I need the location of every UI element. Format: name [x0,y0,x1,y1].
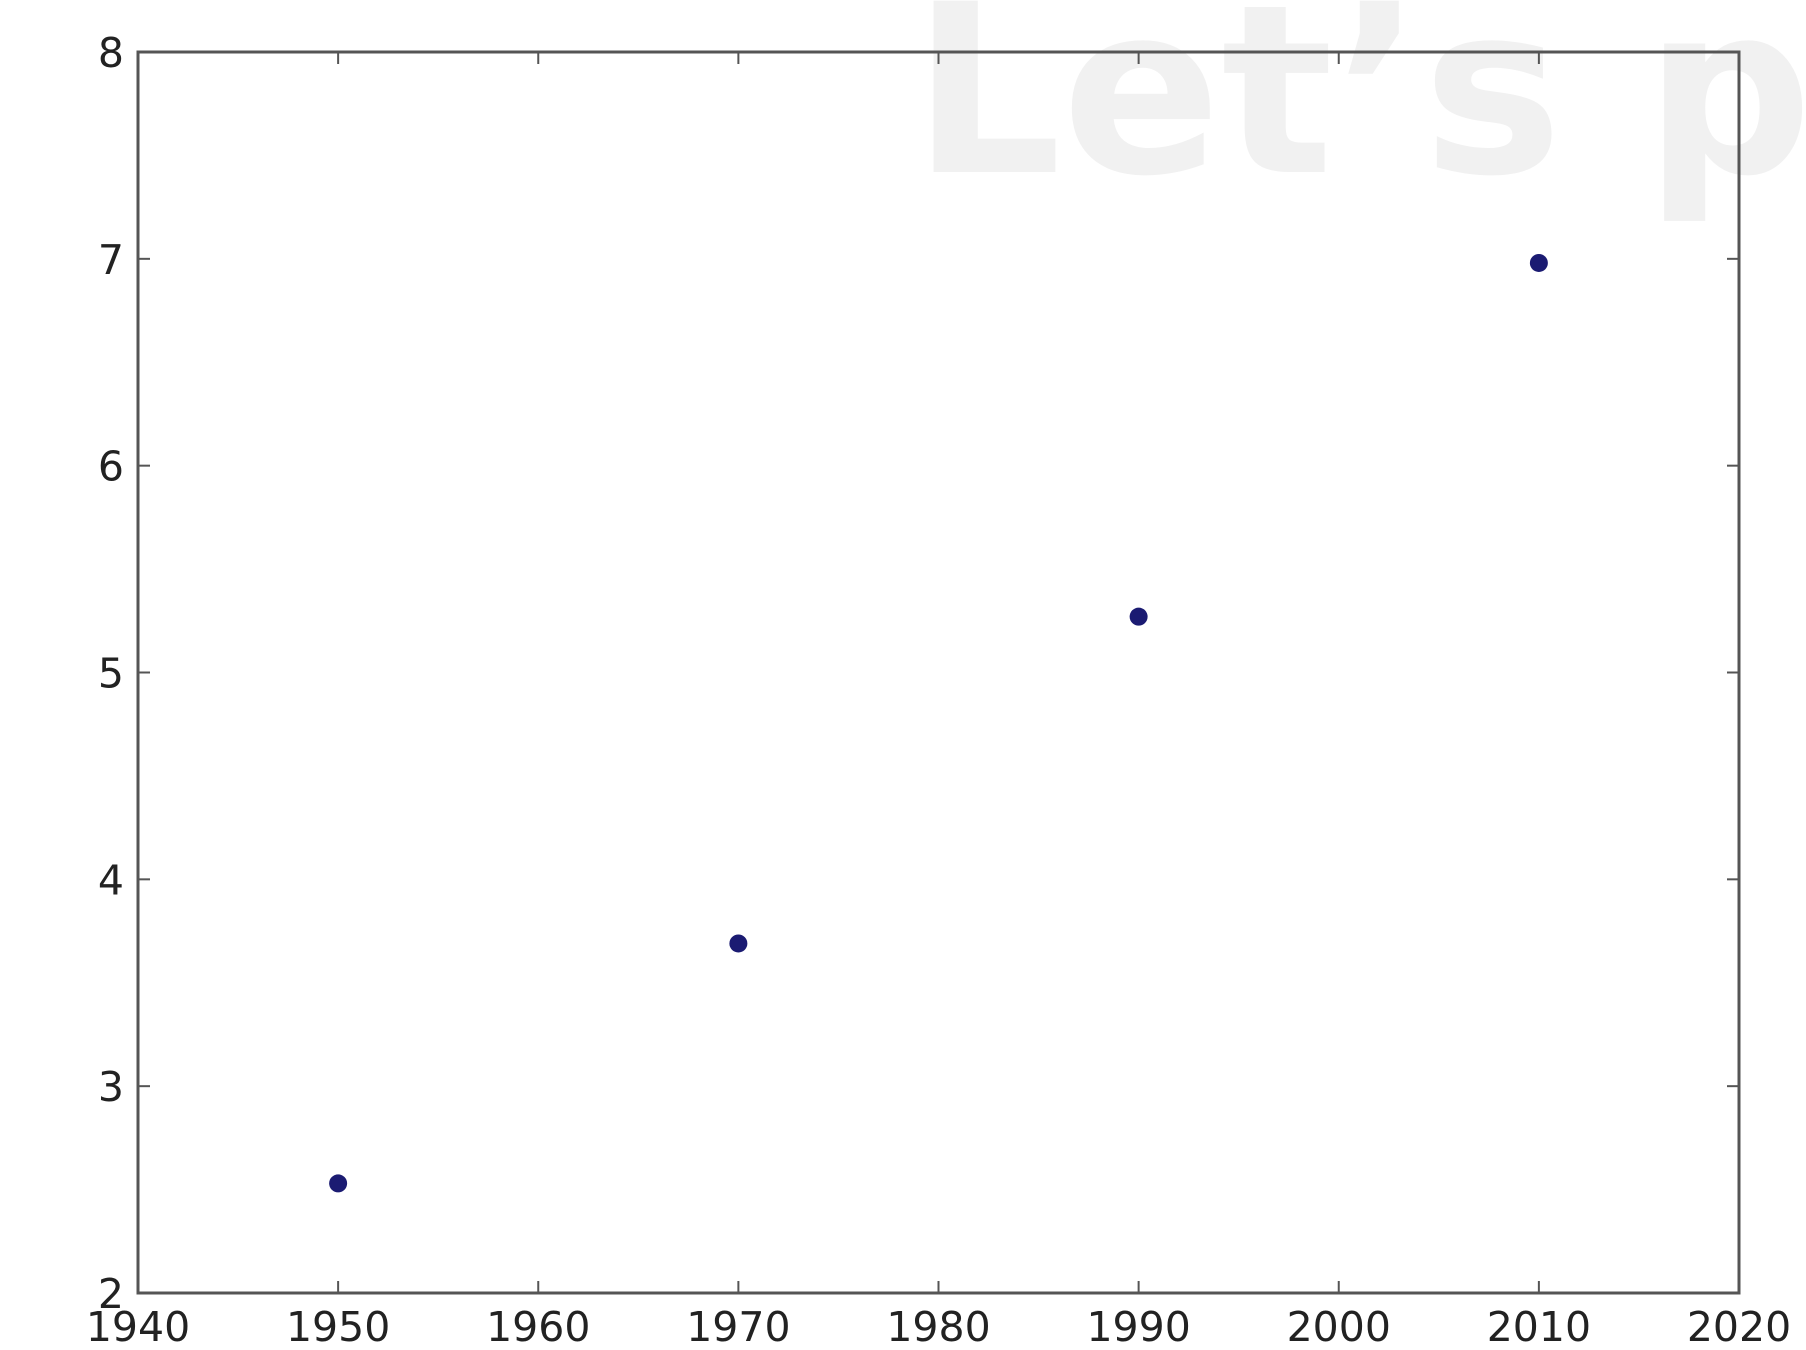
x-tick-label: 1990 [1086,1303,1190,1350]
point [729,934,748,953]
y-tick-label: 6 [98,443,124,491]
y-tick-label: 5 [98,650,124,698]
x-tick-label: 1970 [686,1303,790,1350]
x-tick-label: 2020 [1687,1303,1791,1350]
y-tick-label: 4 [98,856,124,904]
y-tick-label: 2 [98,1270,124,1318]
x-tick-label: 1950 [286,1303,390,1350]
point [1129,607,1148,626]
y-tick-label: 3 [98,1063,124,1111]
y-tick-label: 8 [98,29,124,77]
watermark: Let’s pra [912,0,1806,228]
point [1529,253,1548,272]
x-tick-label: 1980 [886,1303,990,1350]
point [329,1174,348,1193]
x-tick-label: 2000 [1287,1303,1391,1350]
x-tick-label: 1960 [486,1303,590,1350]
y-tick-label: 7 [98,236,124,284]
x-tick-label: 2010 [1487,1303,1591,1350]
plot-frame [136,50,1741,1295]
x-tick-label: 1940 [86,1303,190,1350]
